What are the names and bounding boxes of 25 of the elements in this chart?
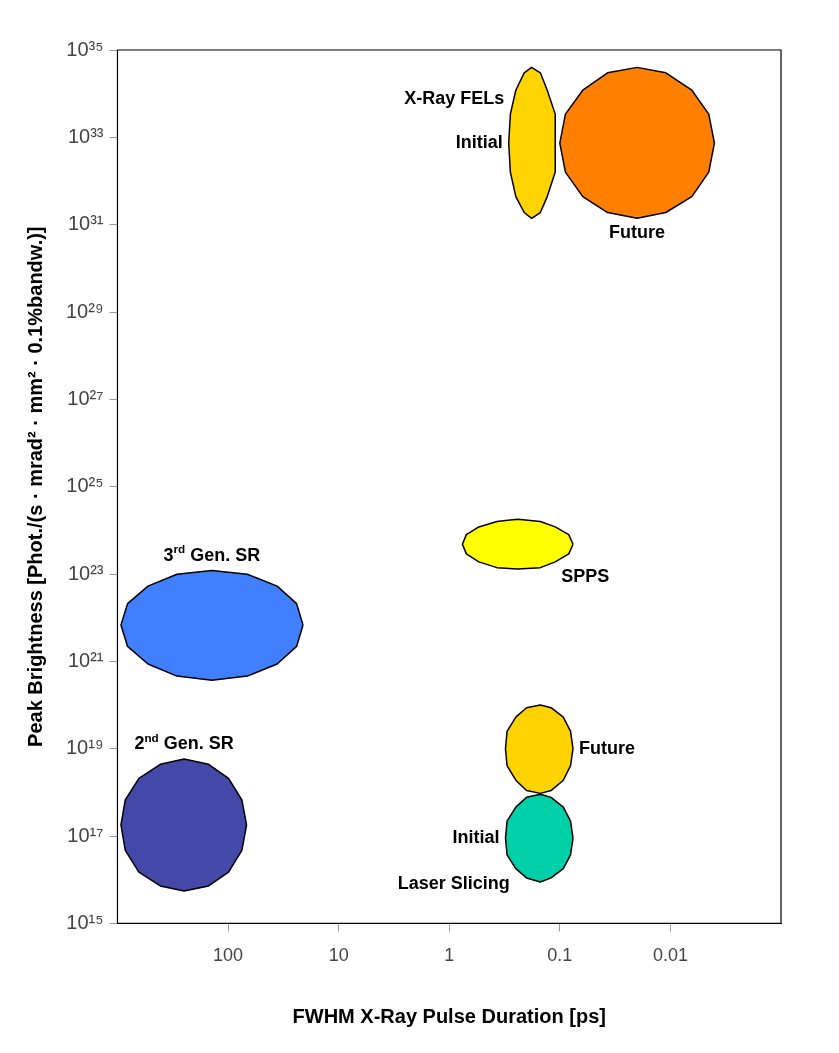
x-tick-label: 1	[444, 945, 455, 966]
x-tick-label: 10	[328, 945, 349, 966]
y-tick-label: 10²⁵	[66, 474, 104, 497]
annotation: Laser Slicing	[397, 872, 510, 893]
y-tick-label: 10²¹	[67, 648, 104, 671]
y-tick-label: 10²⁷	[67, 386, 104, 409]
y-tick-label: 10¹⁷	[67, 823, 104, 846]
x-tick-label: 0.01	[652, 945, 688, 966]
annotation: SPPS	[561, 565, 610, 586]
x-axis-title: FWHM X-Ray Pulse Duration [ps]	[292, 1004, 606, 1027]
y-axis-title: Peak Brightness [Phot./(s · mrad² · mm² · 0.1%bandw.)]	[23, 226, 46, 747]
x-tick-label: 100	[213, 945, 244, 966]
y-tick-label: 10³⁵	[66, 37, 104, 60]
x-tick-label: 0.1	[547, 945, 573, 966]
annotation: X-Ray FELs	[404, 88, 505, 109]
y-tick-label: 10¹⁵	[66, 910, 104, 933]
annotation: Future	[579, 737, 635, 758]
y-tick-label: 10²³	[67, 561, 104, 584]
annotation: Future	[609, 222, 666, 243]
y-tick-label: 10¹⁹	[65, 736, 104, 759]
y-tick-label: 10²⁹	[65, 299, 104, 322]
annotation: Initial	[452, 827, 500, 848]
y-tick-label: 10³¹	[67, 212, 104, 235]
y-tick-label: 10³³	[67, 124, 104, 147]
annotation: Initial	[455, 132, 503, 153]
